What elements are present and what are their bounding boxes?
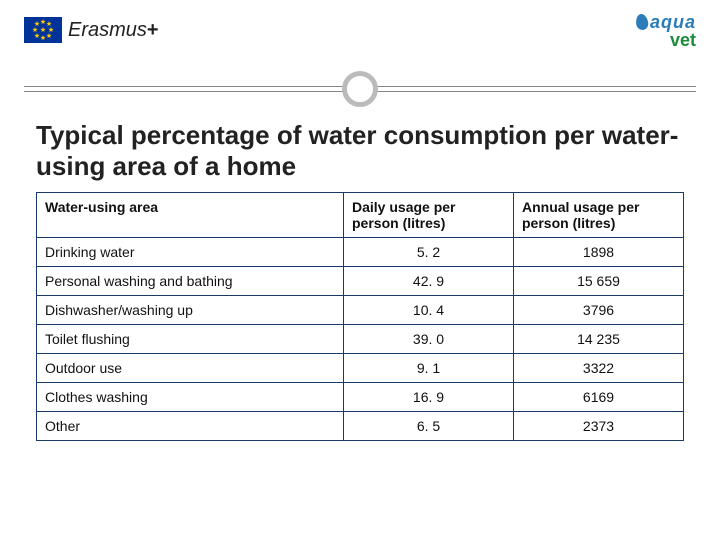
table-row: Dishwasher/washing up 10. 4 3796 [37,296,684,325]
cell-annual: 3322 [514,354,684,383]
cell-area: Dishwasher/washing up [37,296,344,325]
table-row: Toilet flushing 39. 0 14 235 [37,325,684,354]
col-daily: Daily usage per person (litres) [344,193,514,238]
cell-annual: 1898 [514,238,684,267]
erasmus-logo: Erasmus+ [24,17,159,43]
cell-area: Outdoor use [37,354,344,383]
cell-area: Toilet flushing [37,325,344,354]
cell-area: Other [37,412,344,441]
cell-annual: 2373 [514,412,684,441]
header-bar: Erasmus+ aqua vet [0,0,720,70]
table-header-row: Water-using area Daily usage per person … [37,193,684,238]
col-area: Water-using area [37,193,344,238]
table-container: Water-using area Daily usage per person … [0,192,720,441]
aquavet-aqua: aqua [650,12,696,32]
water-drop-icon [635,13,650,31]
cell-area: Personal washing and bathing [37,267,344,296]
cell-annual: 6169 [514,383,684,412]
cell-annual: 3796 [514,296,684,325]
table-row: Personal washing and bathing 42. 9 15 65… [37,267,684,296]
cell-daily: 39. 0 [344,325,514,354]
table-row: Clothes washing 16. 9 6169 [37,383,684,412]
cell-annual: 14 235 [514,325,684,354]
aquavet-logo: aqua vet [630,12,696,47]
cell-daily: 16. 9 [344,383,514,412]
table-row: Outdoor use 9. 1 3322 [37,354,684,383]
erasmus-plus: + [147,19,159,41]
cell-daily: 5. 2 [344,238,514,267]
cell-daily: 6. 5 [344,412,514,441]
divider-circle-icon [342,71,378,107]
erasmus-word: Erasmus [68,19,147,41]
water-usage-table: Water-using area Daily usage per person … [36,192,684,441]
cell-daily: 42. 9 [344,267,514,296]
aquavet-vet: vet [670,33,696,47]
page-title: Typical percentage of water consumption … [0,92,720,192]
cell-daily: 10. 4 [344,296,514,325]
eu-flag-icon [24,17,62,43]
cell-area: Clothes washing [37,383,344,412]
table-row: Drinking water 5. 2 1898 [37,238,684,267]
header-divider [24,86,696,92]
cell-area: Drinking water [37,238,344,267]
cell-daily: 9. 1 [344,354,514,383]
cell-annual: 15 659 [514,267,684,296]
logo-row: Erasmus+ aqua vet [24,10,696,50]
erasmus-text: Erasmus+ [68,19,159,42]
table-row: Other 6. 5 2373 [37,412,684,441]
col-annual: Annual usage per person (litres) [514,193,684,238]
